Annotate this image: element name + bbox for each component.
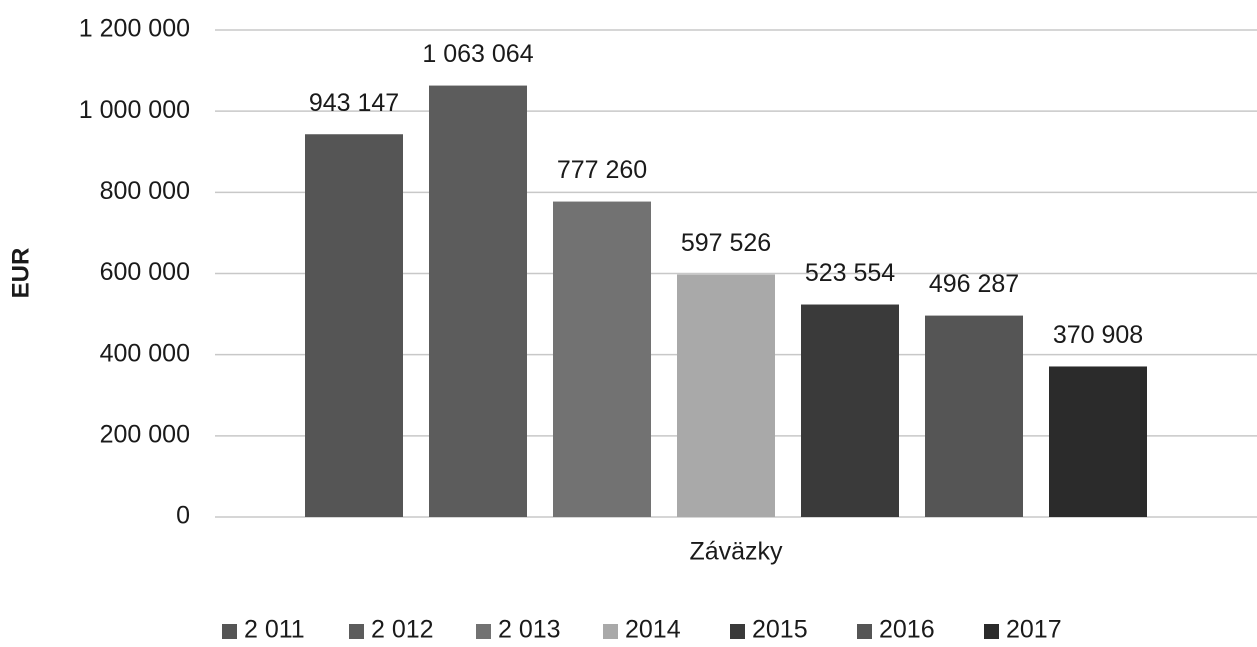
y-tick-label: 600 000 bbox=[100, 258, 190, 286]
data-label: 777 260 bbox=[557, 156, 647, 184]
y-tick-label: 800 000 bbox=[100, 177, 190, 205]
legend-label: 2014 bbox=[625, 616, 681, 644]
legend-label: 2016 bbox=[879, 616, 935, 644]
legend-swatch bbox=[730, 624, 745, 639]
legend-label: 2 013 bbox=[498, 616, 561, 644]
data-label: 1 063 064 bbox=[422, 40, 533, 68]
x-tick-label: Záväzky bbox=[689, 538, 783, 566]
legend-swatch bbox=[349, 624, 364, 639]
bar bbox=[925, 315, 1023, 517]
legend-label: 2 012 bbox=[371, 616, 434, 644]
y-tick-label: 400 000 bbox=[100, 339, 190, 367]
bar bbox=[553, 201, 651, 517]
data-label: 496 287 bbox=[929, 270, 1019, 298]
bar bbox=[305, 134, 403, 517]
legend-swatch bbox=[984, 624, 999, 639]
data-label: 943 147 bbox=[309, 89, 399, 117]
legend-swatch bbox=[476, 624, 491, 639]
data-label: 523 554 bbox=[805, 259, 895, 287]
data-label: 597 526 bbox=[681, 229, 771, 257]
legend-label: 2 011 bbox=[244, 616, 305, 644]
bar bbox=[677, 274, 775, 517]
bar bbox=[1049, 366, 1147, 517]
y-tick-label: 1 000 000 bbox=[79, 96, 190, 124]
bar bbox=[429, 85, 527, 518]
data-label: 370 908 bbox=[1053, 321, 1143, 349]
y-axis-label: EUR bbox=[7, 248, 34, 299]
y-tick-label: 0 bbox=[176, 502, 190, 530]
bar bbox=[801, 304, 899, 517]
legend-swatch bbox=[603, 624, 618, 639]
y-tick-label: 1 200 000 bbox=[79, 15, 190, 43]
y-tick-label: 200 000 bbox=[100, 420, 190, 448]
legend-label: 2017 bbox=[1006, 616, 1062, 644]
legend-swatch bbox=[857, 624, 872, 639]
legend-label: 2015 bbox=[752, 616, 808, 644]
legend-swatch bbox=[222, 624, 237, 639]
